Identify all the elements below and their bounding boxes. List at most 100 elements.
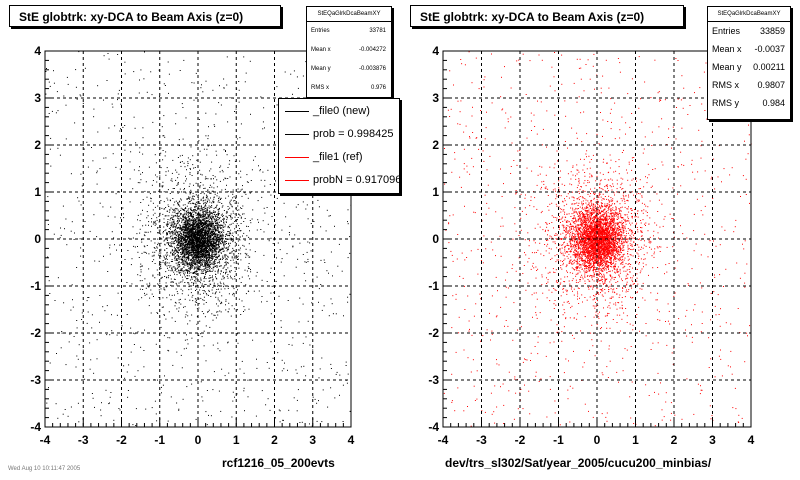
data-point [199, 224, 201, 226]
data-point [203, 223, 205, 225]
data-point [200, 270, 202, 272]
data-point [207, 215, 209, 217]
data-point [194, 238, 196, 240]
data-point [132, 332, 134, 334]
data-point [182, 237, 184, 238]
data-point [234, 275, 236, 277]
data-point [181, 267, 183, 269]
data-point [188, 234, 190, 236]
data-point [213, 178, 214, 180]
data-point [100, 415, 102, 417]
data-point [198, 207, 200, 209]
data-point [54, 300, 56, 301]
data-point [182, 243, 184, 245]
data-point [87, 311, 89, 313]
data-point [188, 201, 190, 202]
data-point [169, 337, 171, 339]
data-point [198, 224, 200, 226]
data-point [230, 216, 231, 218]
data-point [190, 272, 192, 274]
data-point [176, 402, 178, 404]
data-point [152, 251, 154, 253]
data-point [181, 367, 183, 369]
data-point [215, 222, 217, 224]
data-point [70, 406, 72, 408]
data-point [194, 247, 196, 249]
data-point [204, 215, 206, 217]
data-point [190, 251, 192, 253]
data-point [233, 308, 235, 310]
data-point [226, 233, 228, 235]
data-point [224, 255, 226, 256]
data-point [209, 236, 211, 237]
data-point [174, 301, 176, 303]
data-point [141, 265, 143, 267]
data-point [183, 216, 185, 218]
data-point [183, 231, 185, 233]
data-point [195, 278, 197, 280]
data-point [233, 200, 235, 202]
data-point [190, 248, 192, 250]
data-point [171, 180, 173, 182]
data-point [197, 265, 199, 267]
data-point [81, 185, 83, 187]
data-point [162, 213, 164, 215]
data-point [206, 154, 208, 156]
data-point [172, 188, 174, 189]
data-point [187, 265, 189, 267]
data-point [180, 262, 182, 264]
data-point [193, 231, 194, 233]
data-point [179, 228, 181, 230]
data-point [195, 217, 197, 219]
data-point [62, 205, 64, 207]
data-point [177, 255, 179, 256]
data-point [219, 242, 221, 244]
data-point [181, 234, 183, 236]
data-point [183, 250, 185, 252]
data-point [207, 221, 209, 223]
data-point [159, 95, 160, 97]
data-point [196, 241, 198, 243]
data-point [64, 409, 66, 410]
data-point [221, 189, 223, 191]
data-point [192, 265, 194, 267]
data-point [178, 310, 180, 312]
data-point [223, 229, 225, 231]
data-point [201, 272, 203, 274]
data-point [205, 238, 207, 239]
data-point [183, 266, 185, 268]
data-point [180, 199, 182, 201]
data-point [160, 267, 162, 269]
data-point [187, 238, 188, 240]
data-point [213, 182, 215, 184]
data-point [225, 241, 227, 243]
data-point [49, 148, 51, 150]
data-point [219, 180, 221, 182]
data-point [159, 186, 161, 188]
data-point [109, 402, 110, 404]
data-point [248, 308, 250, 310]
data-point [197, 259, 199, 261]
data-point [230, 315, 232, 317]
data-point [277, 242, 279, 244]
data-point [188, 289, 190, 291]
data-point [227, 195, 229, 197]
data-point [221, 237, 223, 239]
data-point [114, 216, 116, 218]
data-point [217, 311, 219, 313]
data-point [207, 200, 208, 202]
data-point [178, 250, 180, 252]
data-point [181, 241, 183, 243]
data-point [200, 228, 202, 230]
data-point [281, 359, 283, 361]
data-point [219, 262, 221, 264]
data-point [223, 149, 225, 151]
data-point [205, 201, 207, 203]
data-point [197, 185, 199, 187]
data-point [196, 261, 198, 263]
data-point [184, 282, 186, 283]
data-point [146, 196, 148, 198]
data-point [207, 210, 209, 212]
data-point [244, 252, 246, 254]
data-point [195, 418, 197, 420]
